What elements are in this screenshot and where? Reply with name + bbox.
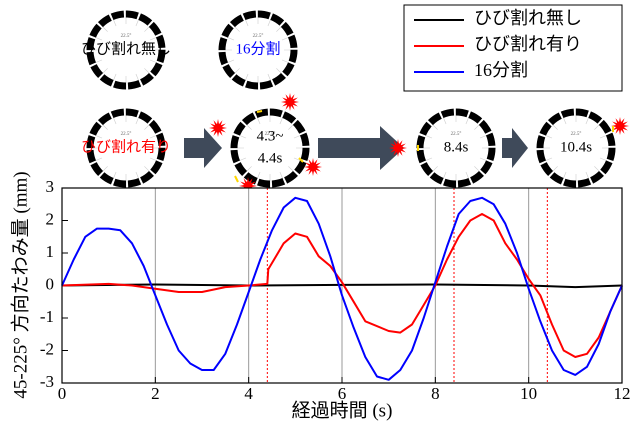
dial-angle: 22.5° xyxy=(121,132,132,137)
dial-label: 10.4s xyxy=(560,139,592,155)
dial-label: 4.3~ xyxy=(257,128,284,144)
dial-label: 8.4s xyxy=(444,139,469,155)
dial-label: 16分割 xyxy=(235,40,280,57)
y-tick-label: -2 xyxy=(40,339,54,358)
x-tick-label: 12 xyxy=(614,384,631,403)
x-tick-label: 4 xyxy=(244,384,253,403)
dial: 22.5°ひび割れ無し xyxy=(81,14,171,86)
y-axis-title: 45-225° 方向たわみ量 (mm) xyxy=(9,171,31,398)
dial-label: ひび割れ無し xyxy=(81,40,171,57)
dial-angle: 22.5° xyxy=(253,34,264,39)
x-tick-label: 10 xyxy=(520,384,537,403)
chart: 22.5°ひび割れ無し22.5°16分割22.5°ひび割れ有り22.5°4.3~… xyxy=(0,0,632,425)
dial-angle: 22.5° xyxy=(121,34,132,39)
y-tick-label: -1 xyxy=(40,307,54,326)
y-tick-label: 0 xyxy=(46,274,55,293)
x-tick-label: 8 xyxy=(431,384,440,403)
dial-angle: 22.5° xyxy=(451,132,462,137)
x-tick-label: 2 xyxy=(151,384,160,403)
x-axis-title: 経過時間 (s) xyxy=(292,399,393,421)
dial: 22.5°4.3~4.4s xyxy=(234,112,306,184)
crack xyxy=(235,176,238,182)
dial: 22.5°16分割 xyxy=(222,14,294,86)
y-tick-label: 1 xyxy=(46,242,55,261)
crack-mark xyxy=(281,93,299,111)
dial: 22.5° 10.4s xyxy=(540,112,612,184)
y-tick-label: -3 xyxy=(40,372,54,391)
crack-mark xyxy=(209,119,227,137)
x-tick-label: 0 xyxy=(58,384,67,403)
dial-label: 4.4s xyxy=(258,150,283,166)
y-tick-label: 3 xyxy=(46,177,55,196)
dial-label: ひび割れ有り xyxy=(81,138,171,155)
dial-angle: 22.5° xyxy=(571,132,582,137)
y-tick-label: 2 xyxy=(46,209,55,228)
dial: 22.5°ひび割れ有り xyxy=(81,112,171,184)
legend-label: 16分割 xyxy=(474,60,528,80)
legend-label: ひび割れ無し xyxy=(474,8,582,28)
crack xyxy=(257,111,262,112)
dial: 22.5° 8.4s xyxy=(420,112,492,184)
legend-label: ひび割れ有り xyxy=(474,34,582,54)
